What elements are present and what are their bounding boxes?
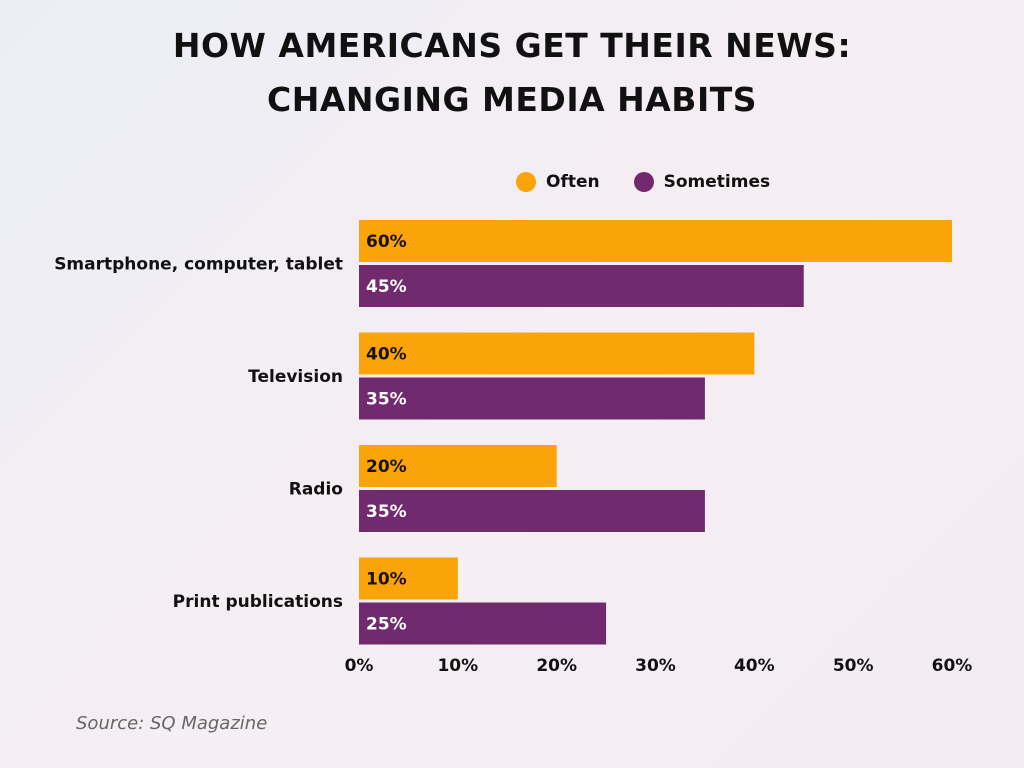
category-label: Print publications (173, 592, 343, 612)
data-label: 40% (366, 345, 407, 365)
bar-often (359, 445, 557, 487)
category-label: Radio (289, 480, 343, 500)
legend-label-sometimes: Sometimes (663, 172, 771, 192)
legend: Often Sometimes (516, 172, 804, 192)
legend-swatch-sometimes (633, 172, 654, 192)
data-label: 20% (366, 457, 407, 477)
bar-sometimes (359, 265, 804, 307)
bar-sometimes (359, 490, 705, 532)
data-label: 10% (366, 570, 407, 590)
legend-item-often: Often (516, 172, 600, 192)
data-label: 35% (366, 390, 407, 410)
legend-label-often: Often (546, 172, 600, 192)
chart-title-line-1: HOW AMERICANS GET THEIR NEWS: (172, 26, 852, 65)
data-label: 60% (366, 232, 407, 252)
data-label: 35% (366, 502, 407, 522)
data-label: 45% (366, 277, 407, 297)
x-tick-label: 30% (635, 656, 676, 676)
legend-item-sometimes: Sometimes (633, 172, 771, 192)
bar-often (359, 332, 755, 375)
data-label: 25% (366, 615, 407, 635)
bar-sometimes (359, 377, 705, 420)
x-tick-label: 0% (345, 656, 374, 676)
x-tick-label: 50% (833, 656, 874, 676)
x-tick-label: 60% (932, 656, 973, 676)
legend-swatch-often (516, 172, 536, 192)
category-label: Television (248, 367, 343, 387)
bar-often (359, 557, 458, 600)
x-tick-label: 40% (734, 656, 775, 676)
category-label: Smartphone, computer, tablet (54, 255, 343, 275)
x-tick-label: 20% (536, 656, 577, 676)
x-tick-label: 10% (437, 656, 478, 676)
bar-sometimes (359, 602, 607, 645)
source-note: Source: SQ Magazine (76, 713, 268, 734)
chart-title-line-2: CHANGING MEDIA HABITS (267, 80, 757, 119)
bar-often (359, 220, 952, 262)
